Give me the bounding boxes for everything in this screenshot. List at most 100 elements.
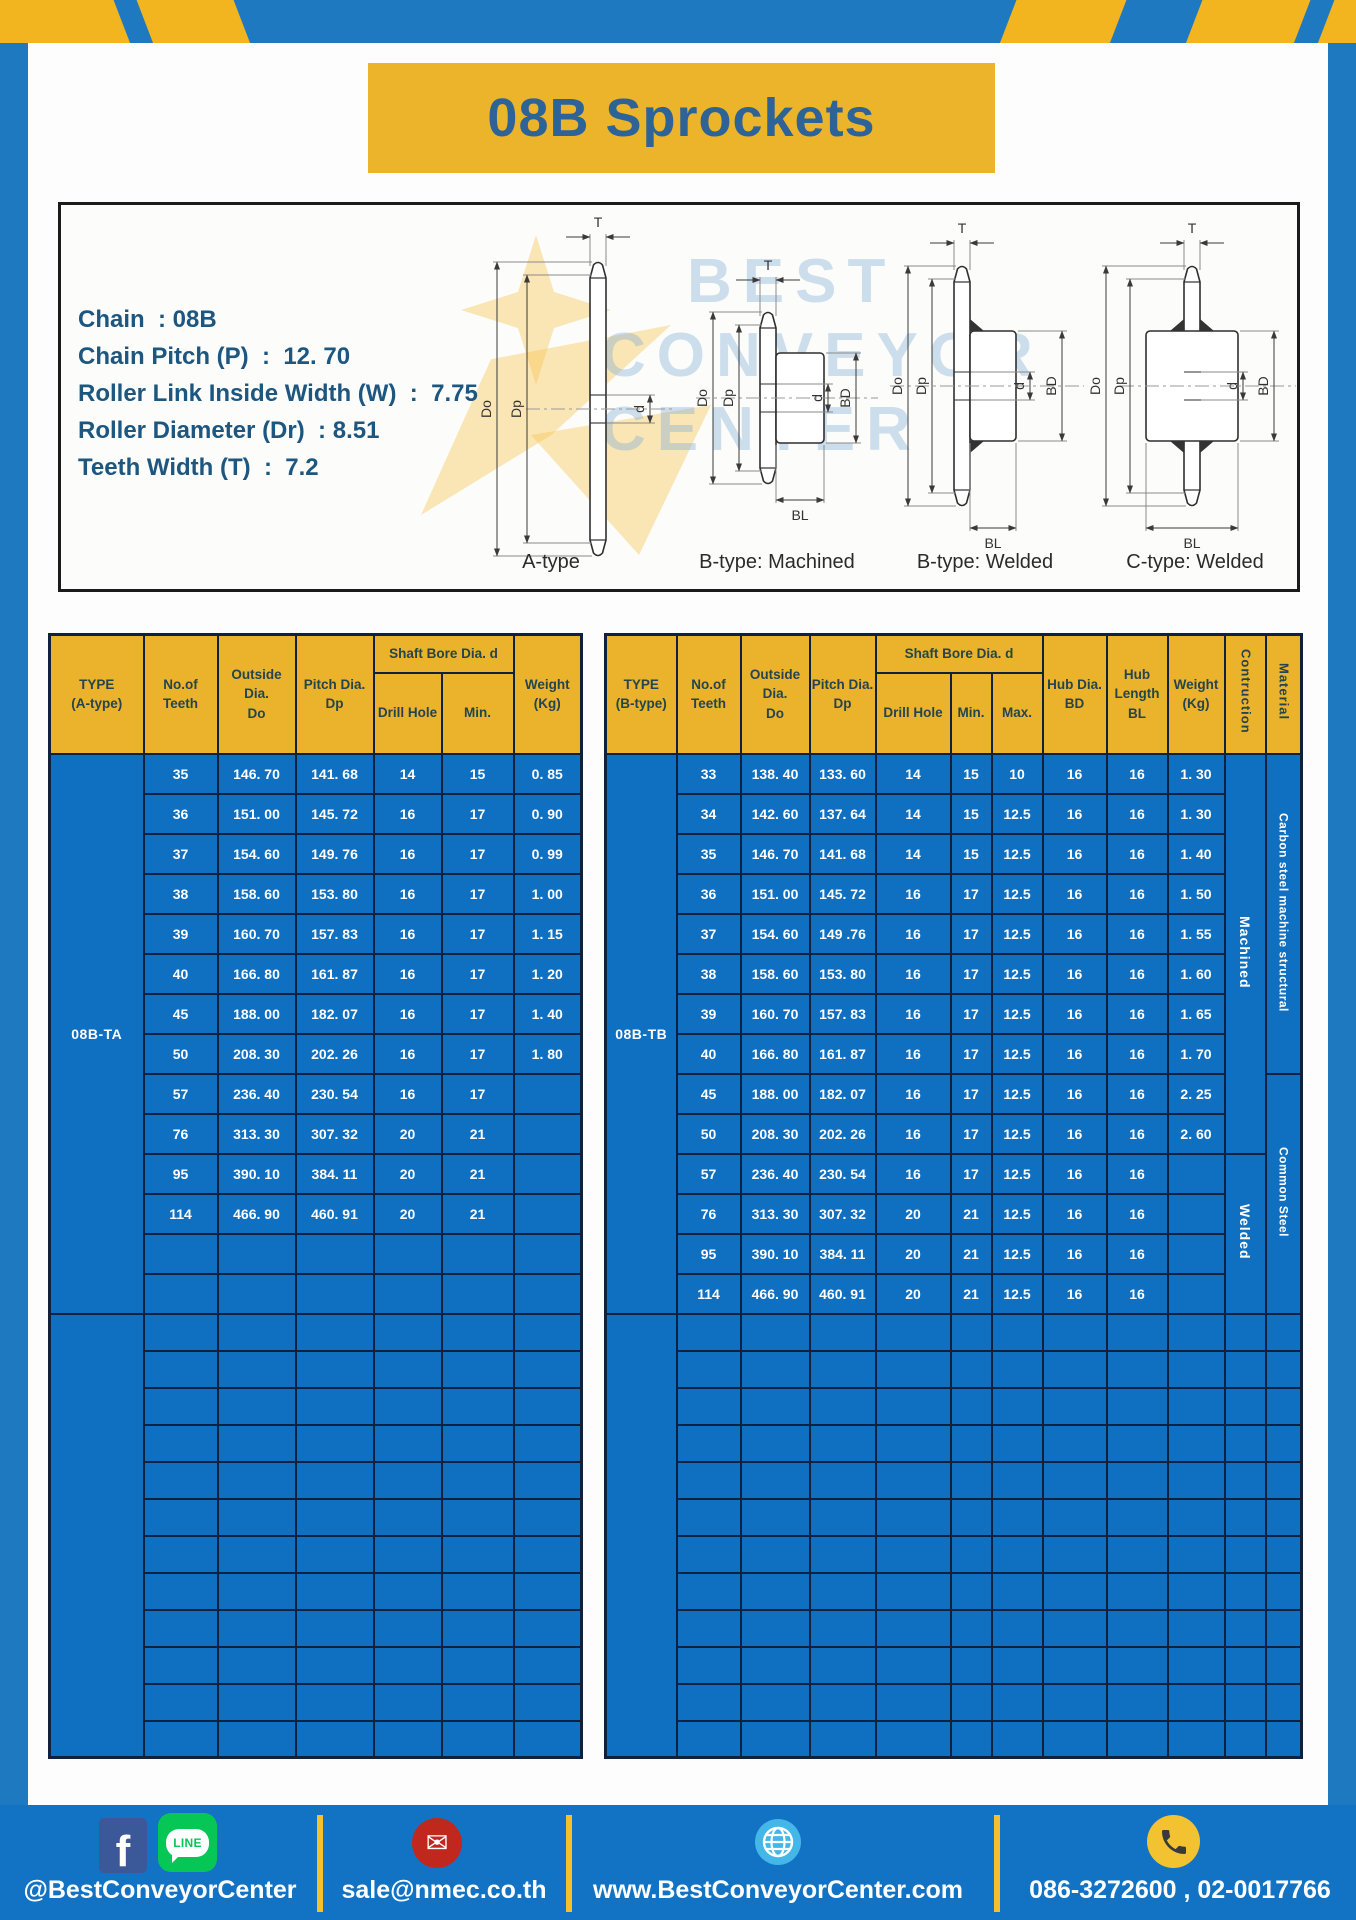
cell: 16 — [1105, 952, 1169, 995]
cell — [675, 1312, 742, 1352]
cell — [216, 1719, 297, 1759]
cell: 1. 60 — [1166, 952, 1226, 995]
cell: 17 — [440, 832, 515, 875]
table-row: 35 146. 70 141. 68 14 15 12.5 16 16 1. 40 — [606, 832, 1302, 875]
cell — [216, 1571, 297, 1611]
cell — [874, 1571, 952, 1611]
cell — [874, 1312, 952, 1352]
svg-text:T: T — [594, 214, 603, 230]
cell: 1. 50 — [1166, 872, 1226, 915]
svg-text:d: d — [1011, 382, 1027, 390]
cell — [808, 1534, 877, 1574]
cell — [512, 1232, 583, 1275]
cell: 16 — [372, 872, 443, 915]
cell — [990, 1571, 1044, 1611]
cell: 12.5 — [990, 1232, 1044, 1275]
cell — [675, 1497, 742, 1537]
cell: 16 — [1041, 952, 1108, 995]
facebook-icon: f — [99, 1818, 147, 1874]
cell — [1041, 1682, 1108, 1722]
cell — [372, 1719, 443, 1759]
spec-line: Roller Link Inside Width (W) : 7.75 — [78, 380, 478, 407]
cell — [440, 1232, 515, 1275]
cell — [808, 1386, 877, 1426]
cell: 16 — [1041, 752, 1108, 795]
cell — [1264, 1645, 1303, 1685]
empty-row — [50, 1719, 583, 1759]
cell — [372, 1497, 443, 1537]
empty-row — [606, 1497, 1303, 1537]
cell: 17 — [949, 952, 993, 995]
cell: 17 — [949, 1032, 993, 1075]
cell — [294, 1497, 375, 1537]
svg-text:BL: BL — [1183, 535, 1200, 551]
cell: 33 — [675, 752, 742, 795]
cell: 16 — [1041, 1032, 1108, 1075]
cell: 1. 15 — [512, 912, 583, 955]
cell — [675, 1534, 742, 1574]
empty-row — [50, 1645, 583, 1685]
cell — [990, 1534, 1044, 1574]
table-row: 45 188. 00 182. 07 16 17 12.5 16 16 2. 25 Common … — [606, 1072, 1303, 1315]
cell: 158. 60 — [739, 952, 811, 995]
cell: 16 — [1041, 792, 1108, 835]
table-row: 38 158. 60 153. 80 16 17 12.5 16 16 1. 60 — [606, 952, 1302, 995]
empty-row — [606, 1423, 1303, 1463]
cell — [1105, 1534, 1169, 1574]
cell: 21 — [440, 1112, 515, 1155]
empty-row — [606, 1460, 1303, 1500]
cell: 460. 91 — [808, 1272, 877, 1315]
diagram-caption: A-type — [522, 551, 580, 573]
empty-row — [50, 1497, 583, 1537]
cell — [440, 1571, 515, 1611]
cell: 390. 10 — [216, 1152, 297, 1195]
cell: 460. 91 — [294, 1192, 375, 1235]
cell: 16 — [1041, 1272, 1108, 1315]
cell: 16 — [874, 952, 952, 995]
cell — [949, 1571, 993, 1611]
material-section-cell: Carbon steel machine structural — [1264, 752, 1303, 1075]
cell: 15 — [949, 792, 993, 835]
type-label-cell: 08B-TA — [48, 752, 145, 1315]
cell — [949, 1423, 993, 1463]
cell: 16 — [1105, 832, 1169, 875]
decor-stripe — [998, 0, 1128, 43]
cell: 1. 20 — [512, 952, 583, 995]
svg-text:Do: Do — [694, 389, 710, 407]
cell — [216, 1534, 297, 1574]
cell — [949, 1312, 993, 1352]
cell — [142, 1423, 219, 1463]
col-header-pitch-dia: Pitch Dia. Dp — [294, 633, 375, 755]
cell — [675, 1571, 742, 1611]
table-row: 57 236. 40 230. 54 16 17 12.5 16 16 Welded — [606, 1152, 1302, 1315]
cell: 16 — [874, 1152, 952, 1195]
cell — [294, 1232, 375, 1275]
footer-bar — [0, 1805, 1356, 1920]
cell — [1223, 1571, 1267, 1611]
col-header-min: Min. — [949, 671, 993, 755]
table-row — [50, 1232, 583, 1275]
empty-row — [606, 1349, 1303, 1389]
top-decor-bar — [0, 0, 1356, 43]
cell — [1105, 1571, 1169, 1611]
cell — [1264, 1719, 1303, 1759]
cell: 16 — [1105, 1032, 1169, 1075]
cell — [675, 1645, 742, 1685]
cell — [294, 1386, 375, 1426]
cell: 16 — [1041, 872, 1108, 915]
cell: 12.5 — [990, 1032, 1044, 1075]
cell: 36 — [142, 792, 219, 835]
cell — [1166, 1349, 1226, 1389]
table-row: 37 154. 60 149. 76 16 17 0. 99 — [50, 832, 583, 875]
cell — [1041, 1534, 1108, 1574]
cell — [1223, 1719, 1267, 1759]
line-app-icon: LINE — [158, 1813, 217, 1872]
empty-row — [50, 1534, 583, 1574]
cell — [739, 1534, 811, 1574]
cell — [1166, 1386, 1226, 1426]
cell: 17 — [949, 912, 993, 955]
cell: 2. 25 — [1166, 1072, 1226, 1115]
cell: 57 — [142, 1072, 219, 1115]
cell — [294, 1349, 375, 1389]
svg-text:Dp: Dp — [913, 377, 929, 395]
